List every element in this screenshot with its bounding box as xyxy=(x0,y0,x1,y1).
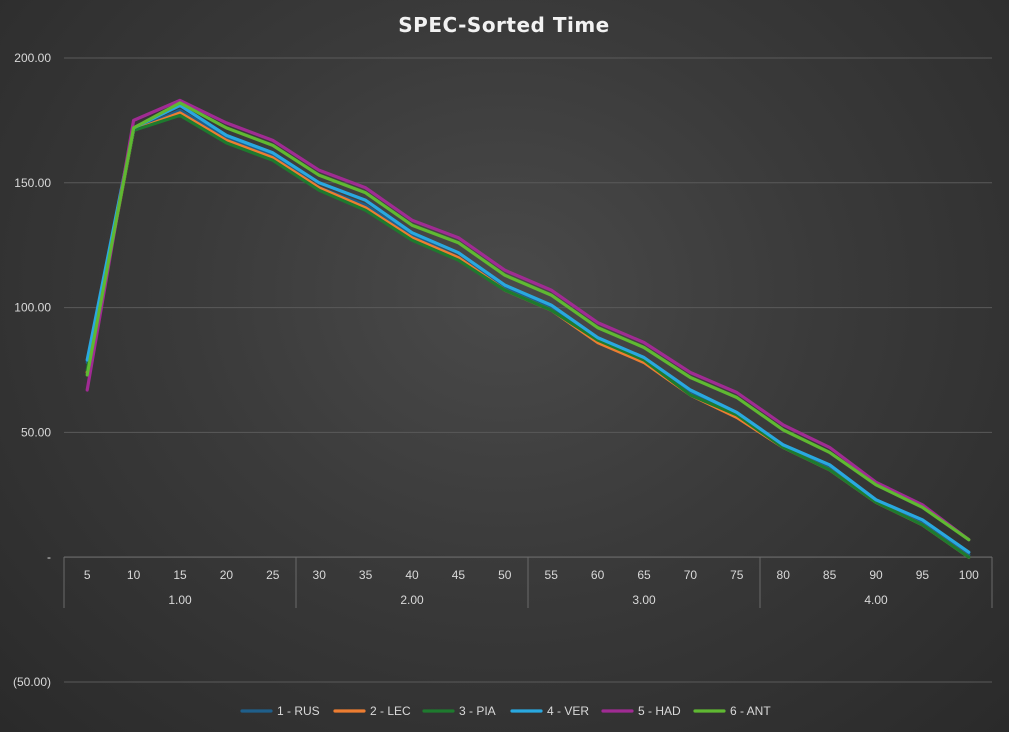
y-tick-label: - xyxy=(47,550,51,564)
y-tick-label: 150.00 xyxy=(14,176,51,190)
series-line-1 xyxy=(85,108,971,557)
x-tick-label: 25 xyxy=(266,568,280,582)
legend-label: 4 - VER xyxy=(547,704,589,718)
legend-label: 6 - ANT xyxy=(730,704,771,718)
series-line-6 xyxy=(85,101,971,542)
x-axis: 5 10 15 20 25 30 35 40 45 50 55 60 65 70 75 80 85 90 95 100… xyxy=(63,556,993,608)
x-tick-label: 80 xyxy=(777,568,791,582)
x-group-label: 4.00 xyxy=(864,593,888,607)
series-line-3 xyxy=(85,113,971,559)
x-tick-label: 100 xyxy=(959,568,979,582)
series-line-2 xyxy=(85,111,971,559)
legend-label: 1 - RUS xyxy=(277,704,320,718)
x-tick-label: 10 xyxy=(127,568,141,582)
legend-item: 2 - LEC xyxy=(333,704,411,718)
legend-item: 4 - VER xyxy=(510,704,589,718)
x-group-label: 1.00 xyxy=(168,593,192,607)
x-tick-label: 75 xyxy=(730,568,744,582)
legend: 1 - RUS 2 - LEC 3 - PIA 4 - VER 5 - HAD 6 - A… xyxy=(240,704,771,718)
x-tick-label: 55 xyxy=(545,568,559,582)
x-tick-label: 45 xyxy=(452,568,466,582)
legend-label: 2 - LEC xyxy=(370,704,411,718)
chart-title: SPEC-Sorted Time xyxy=(398,13,609,37)
legend-item: 1 - RUS xyxy=(240,704,320,718)
x-group-label: 2.00 xyxy=(400,593,424,607)
legend-item: 6 - ANT xyxy=(693,704,771,718)
series-line-5 xyxy=(85,98,971,542)
legend-label: 3 - PIA xyxy=(459,704,496,718)
legend-item: 5 - HAD xyxy=(601,704,681,718)
x-tick-label: 15 xyxy=(173,568,187,582)
x-tick-label: 85 xyxy=(823,568,837,582)
x-tick-label: 65 xyxy=(637,568,651,582)
y-axis-ticks: 200.00 150.00 100.00 50.00 - (50.00) xyxy=(13,51,51,689)
series-lines xyxy=(85,98,971,559)
y-tick-label: 100.00 xyxy=(14,301,51,315)
x-tick-label: 40 xyxy=(405,568,419,582)
x-tick-label: 30 xyxy=(313,568,327,582)
x-tick-label: 20 xyxy=(220,568,234,582)
y-tick-label: 200.00 xyxy=(14,51,51,65)
x-tick-label: 60 xyxy=(591,568,605,582)
series-line-4 xyxy=(85,103,971,554)
x-tick-label: 70 xyxy=(684,568,698,582)
x-tick-label: 50 xyxy=(498,568,512,582)
x-tick-label: 95 xyxy=(916,568,930,582)
x-tick-label: 90 xyxy=(869,568,883,582)
x-tick-label: 35 xyxy=(359,568,373,582)
y-tick-label: 50.00 xyxy=(21,425,51,439)
x-tick-label: 5 xyxy=(84,568,91,582)
y-tick-label: (50.00) xyxy=(13,675,51,689)
legend-item: 3 - PIA xyxy=(422,704,496,718)
legend-label: 5 - HAD xyxy=(638,704,681,718)
x-group-label: 3.00 xyxy=(632,593,656,607)
